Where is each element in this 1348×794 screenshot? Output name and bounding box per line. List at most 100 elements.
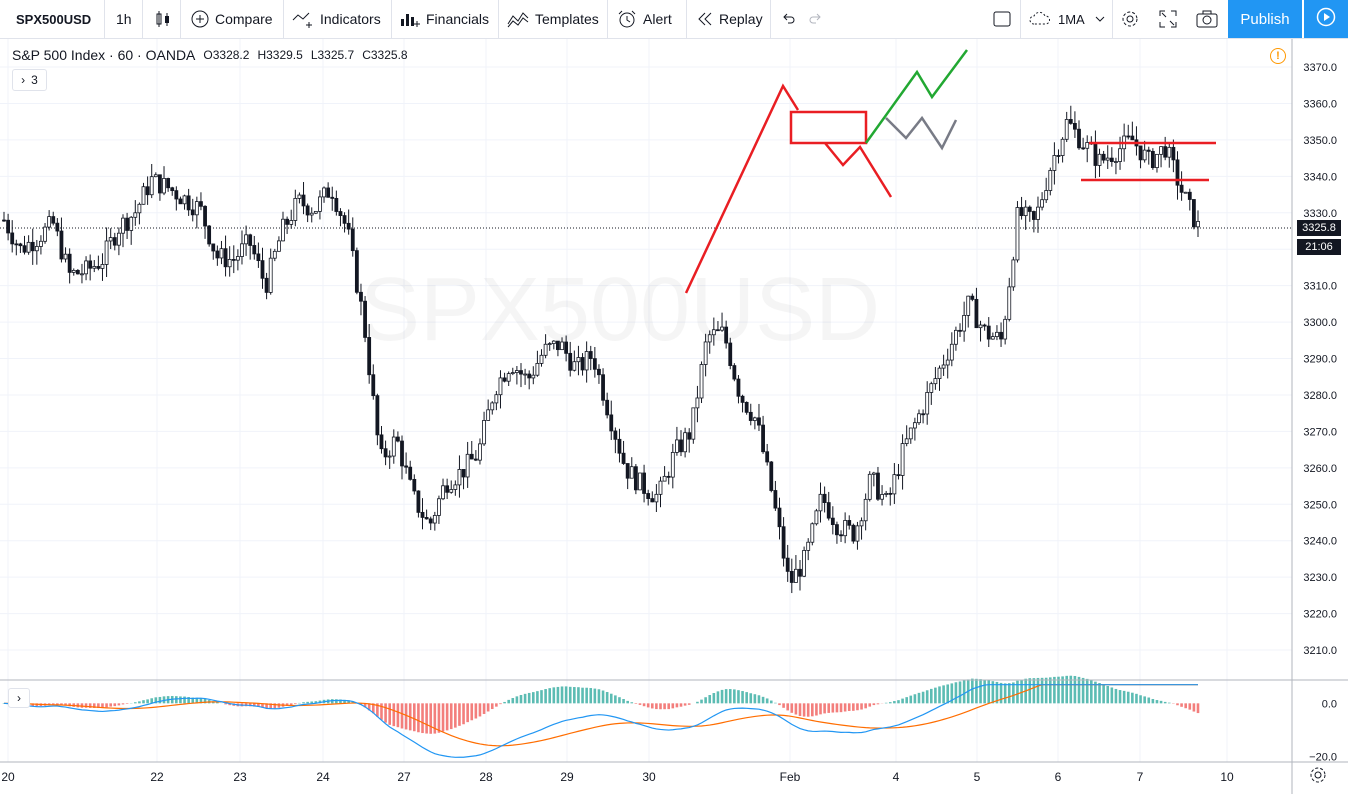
macd-histogram-bar [224,703,227,705]
compare-button[interactable]: Compare [191,0,273,38]
price-axis-label: 3270.0 [1303,426,1337,438]
redo-button[interactable] [808,0,824,38]
candle-body [642,472,646,494]
publish-button[interactable]: Publish [1228,0,1302,38]
financials-button[interactable]: Financials [400,0,489,38]
macd-histogram-bar [413,703,416,732]
candle-body [1068,119,1073,124]
chart-legend: S&P 500 Index · 60 · OANDA O3328.2 H3329… [12,47,408,63]
macd-histogram-bar [782,703,785,708]
macd-histogram-bar [827,703,831,713]
play-button[interactable] [1304,0,1348,38]
macd-histogram-bar [462,703,465,725]
candle-body [252,245,257,255]
macd-legend-toggle[interactable]: › [8,688,30,708]
macd-axis-label: −20.0 [1309,752,1337,764]
macd-histogram-bar [454,703,457,728]
macd-histogram-bar [884,702,888,704]
warning-icon[interactable]: ! [1270,48,1286,64]
candle-body [1196,221,1200,228]
chart-canvas[interactable]: SPX500USD 3370.0 3360.0 3350.0 3340.0 3330.0… [0,39,1348,794]
candle-body [465,453,470,478]
candle-body [1085,142,1090,149]
countdown-label: 21:06 [1305,241,1333,253]
candle-body [71,269,76,273]
settings-button[interactable] [1120,0,1140,38]
snapshot-button[interactable] [1196,0,1218,38]
cloud-save-button[interactable]: 1MA [1028,0,1105,38]
candle-body [149,176,154,196]
templates-button[interactable]: Templates [507,0,599,38]
candle-body [354,250,359,293]
macd-histogram-bar [618,697,621,704]
candle-body [966,295,971,316]
candle-body [556,340,560,351]
time-axis-label: 30 [642,770,656,784]
candle-body [166,178,171,189]
candle-body [445,485,450,493]
candle-body [264,277,269,293]
candles-icon [154,10,172,28]
candle-body [277,240,281,252]
ohlc-low: L3325.7 [310,48,355,62]
layout-button[interactable] [992,0,1012,38]
macd-histogram-bar [573,687,576,704]
alert-button[interactable]: Alert [617,0,672,38]
time-axis-label: 20 [1,770,15,784]
fullscreen-icon [1159,10,1177,28]
macd-histogram-bar [216,702,219,704]
undo-button[interactable] [780,0,796,38]
macd-histogram-bar [466,703,469,723]
indicators-button[interactable]: Indicators [292,0,381,38]
macd-histogram-bar [888,702,892,704]
candle-body [203,205,207,227]
macd-histogram-bar [589,688,593,704]
macd-histogram-bar [175,696,178,704]
chart-type-button[interactable] [154,0,172,38]
macd-histogram-bar [798,703,802,717]
macd-histogram-bar [745,692,748,704]
replay-button[interactable]: Replay [697,0,763,38]
watermark-text: SPX500USD [360,260,880,360]
candle-body [945,359,950,366]
macd-histogram-bar [597,689,601,704]
interval-label: 1h [116,11,132,27]
interval-selector[interactable]: 1h [116,0,132,38]
fullscreen-button[interactable] [1159,0,1177,38]
macd-histogram-bar [285,703,289,706]
macd-histogram-bar [897,700,900,704]
macd-histogram-bar [585,687,588,704]
macd-histogram-bar [121,703,125,705]
candle-body [617,438,622,454]
macd-histogram-bar [675,703,679,708]
candle-body [519,370,523,375]
candle-body [576,357,581,363]
candle-body [395,436,400,442]
indicators-toggle[interactable]: › 3 [12,69,47,91]
macd-histogram-bar [203,698,207,704]
candle-body [514,370,519,373]
macd-histogram-bar [728,689,732,704]
macd-histogram-bar [458,703,461,726]
candle-body [646,493,651,499]
macd-histogram-bar [671,703,675,709]
time-axis-label: 6 [1055,770,1062,784]
undo-icon [780,11,796,27]
symbol-search[interactable]: SPX500USD [16,0,91,38]
macd-histogram-bar [962,680,966,704]
macd-histogram-bar [1040,677,1044,704]
candle-body [867,473,872,500]
candle-body [732,365,737,380]
price-axis-label: 3210.0 [1303,645,1337,657]
publish-label: Publish [1240,10,1290,28]
candle-body [322,187,326,198]
chart-settings-button[interactable] [1309,766,1327,789]
candle-body [1027,206,1032,212]
macd-histogram-bar [979,679,982,704]
macd-histogram-bar [1032,678,1036,704]
candle-body [408,466,413,480]
candle-body [1044,190,1049,201]
candle-body [654,493,659,503]
macd-histogram-bar [815,703,818,716]
last-price-label: 3325.8 [1302,222,1336,234]
